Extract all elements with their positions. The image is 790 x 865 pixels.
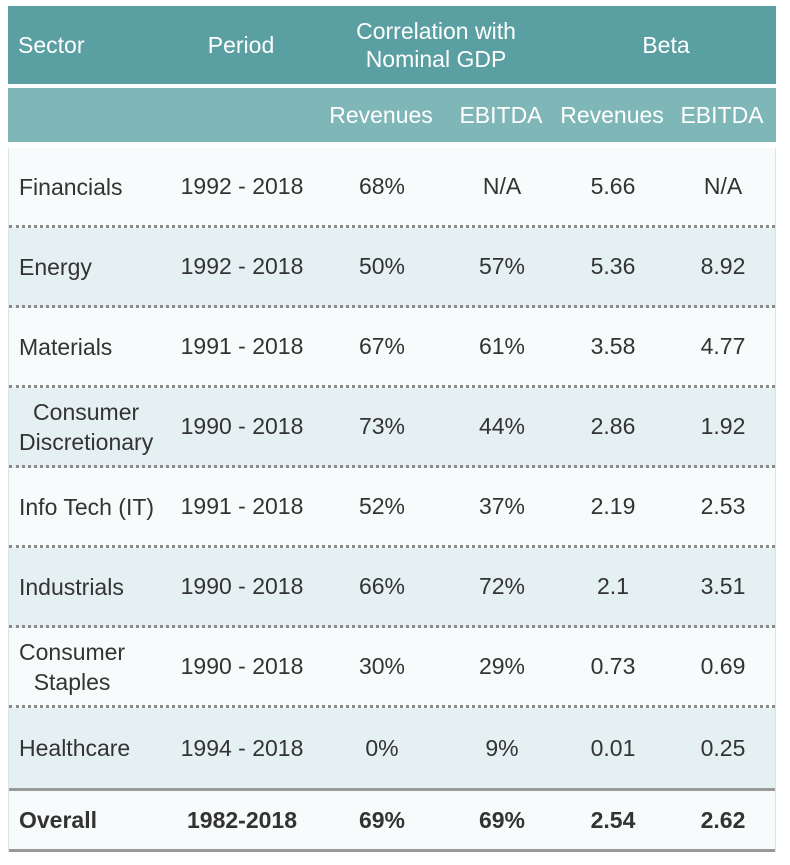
table-body: Financials 1992 - 2018 68% N/A 5.66 N/A Energy… [8,148,776,852]
beta-revenues-cell: 0.01 [590,734,636,761]
period-cell: 1991 - 2018 [180,493,304,519]
period-cell: 1994 - 2018 [180,734,304,761]
beta-revenues-cell: 3.58 [590,333,636,359]
sector-name-line1: Consumer [19,638,126,665]
table-row: Consumer Discretionary 1990 - 2018 73% 44% 2.… [9,388,775,468]
sector-name-line1: Consumer [33,398,140,425]
beta-revenues-cell: 0.73 [590,653,636,679]
total-sector-cell: Overall [19,807,97,833]
beta-revenues-cell: 5.66 [590,173,636,199]
header-correlation-line2: Nominal GDP [365,46,507,72]
sector-gdp-table: Sector Period Correlation with Nominal GD… [8,6,776,852]
subheader-beta-revenues: Revenues [560,101,664,128]
corr-ebitda-cell: 44% [478,413,526,439]
sector-cell: Energy [9,228,177,305]
table-row: Info Tech (IT) 1991 - 2018 52% 37% 2.19 2.53 [9,468,775,548]
sector-name-line1: Financials [19,173,123,200]
sector-name-line2: Discretionary [19,428,154,455]
period-cell: 1990 - 2018 [180,653,304,679]
sector-name-line1: Healthcare [19,735,131,761]
period-cell: 1992 - 2018 [180,253,304,279]
corr-ebitda-cell: 29% [478,653,526,679]
sector-name-line1: Industrials [19,573,124,600]
corr-revenues-cell: 50% [358,253,406,279]
sector-name-line2: Staples [33,668,111,695]
subheader-corr-ebitda: EBITDA [459,101,543,128]
corr-ebitda-cell: 61% [478,333,526,359]
table-row: Energy 1992 - 2018 50% 57% 5.36 8.92 [9,228,775,308]
table-row: Healthcare 1994 - 2018 0% 9% 0.01 0.25 [9,708,775,788]
beta-ebitda-cell: 0.25 [700,734,746,761]
sector-cell: Info Tech (IT) [9,468,177,545]
corr-ebitda-cell: 9% [485,734,519,761]
total-corr-ebitda-cell: 69% [478,806,526,833]
corr-revenues-cell: 30% [358,653,406,679]
total-beta-ebitda-cell: 2.62 [700,806,746,833]
corr-revenues-cell: 73% [358,413,406,439]
total-beta-revenues-cell: 2.54 [590,806,636,833]
sector-name-line1: Energy [19,253,92,280]
beta-ebitda-cell: 3.51 [700,573,746,599]
header-correlation-line1: Correlation with [356,18,516,44]
corr-ebitda-cell: N/A [482,173,522,199]
beta-revenues-cell: 5.36 [590,253,636,279]
beta-ebitda-cell: 1.92 [700,413,746,439]
period-cell: 1990 - 2018 [180,413,304,439]
corr-ebitda-cell: 57% [478,253,526,279]
beta-ebitda-cell: 4.77 [700,333,746,359]
sector-name-line1: Info Tech (IT) [19,493,155,520]
table-row: Industrials 1990 - 2018 66% 72% 2.1 3.51 [9,548,775,628]
total-corr-revenues-cell: 69% [358,806,406,833]
beta-revenues-cell: 2.19 [590,493,636,519]
period-cell: 1990 - 2018 [180,573,304,599]
period-cell: 1991 - 2018 [180,333,304,359]
sector-cell: Materials [9,308,177,385]
table-row: Materials 1991 - 2018 67% 61% 3.58 4.77 [9,308,775,388]
header-sector: Sector [18,31,85,58]
table-row: Consumer Staples 1990 - 2018 30% 29% 0.73 0.69 [9,628,775,708]
corr-ebitda-cell: 72% [478,573,526,599]
corr-revenues-cell: 66% [358,573,406,599]
beta-revenues-cell: 2.1 [597,573,629,599]
period-cell: 1992 - 2018 [180,173,304,199]
beta-ebitda-cell: N/A [703,173,743,199]
total-period-cell: 1982-2018 [187,806,297,833]
beta-ebitda-cell: 8.92 [700,253,746,279]
corr-revenues-cell: 68% [358,173,406,199]
beta-revenues-cell: 2.86 [590,413,636,439]
sector-cell: Financials [9,148,177,225]
beta-ebitda-cell: 0.69 [700,653,746,679]
corr-revenues-cell: 52% [358,493,406,519]
subheader-beta-ebitda: EBITDA [680,101,764,128]
corr-revenues-cell: 0% [365,734,399,761]
beta-ebitda-cell: 2.53 [700,493,746,519]
table-header: Sector Period Correlation with Nominal GD… [8,6,776,84]
sector-cell: Consumer Staples [9,628,177,705]
header-correlation: Correlation with Nominal GDP [316,6,556,84]
sector-cell: Industrials [9,548,177,625]
header-period: Period [207,31,275,58]
sector-cell: Healthcare [9,708,177,788]
corr-ebitda-cell: 37% [478,493,526,519]
subheader-corr-revenues: Revenues [329,101,433,128]
sector-name-line1: Materials [19,333,113,360]
table-subheader: Revenues EBITDA Revenues EBITDA [8,88,776,142]
total-row: Overall 1982-2018 69% 69% 2.54 2.62 [9,788,775,852]
header-beta: Beta [642,31,690,58]
corr-revenues-cell: 67% [358,333,406,359]
sector-cell: Consumer Discretionary [9,388,177,465]
table-row: Financials 1992 - 2018 68% N/A 5.66 N/A [9,148,775,228]
